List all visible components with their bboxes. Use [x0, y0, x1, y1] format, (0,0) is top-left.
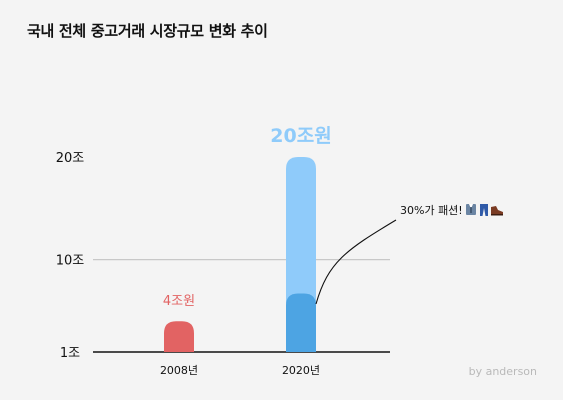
bar-2008 — [164, 321, 194, 352]
value-label-2020: 20조원 — [270, 125, 331, 147]
credit-text: by anderson — [468, 365, 537, 378]
y-tick-label: 1조 — [60, 346, 80, 361]
annotation-leader-line — [315, 219, 397, 305]
jeans-icon — [480, 204, 488, 216]
shoe-icon — [491, 206, 503, 216]
y-tick-label: 10조 — [56, 254, 85, 269]
y-tick-label: 20조 — [56, 151, 85, 166]
x-tick-label: 2008년 — [160, 364, 198, 377]
annotation-text: 30%가 패션! — [400, 204, 463, 217]
value-label-2008: 4조원 — [163, 294, 195, 309]
chart-title: 국내 전체 중고거래 시장규모 변화 추이 — [27, 22, 268, 40]
x-tick-label: 2020년 — [282, 364, 320, 377]
bar-2020-fashion-segment — [286, 293, 316, 352]
suit-icon — [466, 204, 476, 215]
